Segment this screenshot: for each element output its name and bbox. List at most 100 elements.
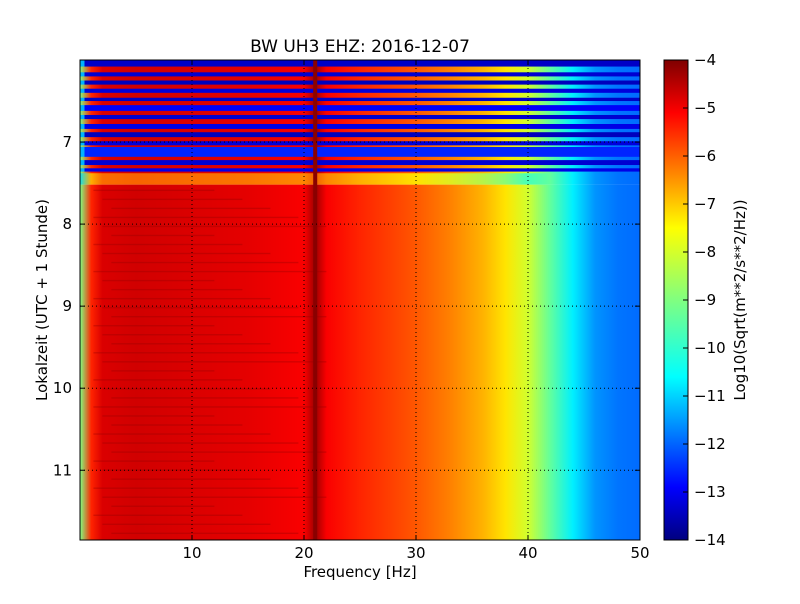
y-axis-ticks: 7 8 9 10 11 <box>53 133 640 479</box>
heatmap-gap-band <box>84 141 640 146</box>
colorbar-tick-label: −12 <box>694 435 726 453</box>
colorbar-tick-label: −10 <box>694 339 726 357</box>
colorbar-tick-label: −8 <box>694 243 716 261</box>
colorbar-ticks: −4 −5 −6 −7 −8 −9 −10 −11 −12 −13 −14 <box>683 51 726 549</box>
heatmap-gap-band <box>84 97 640 102</box>
x-tick-label: 50 <box>630 544 649 562</box>
y-axis-label: Lokalzeit (UTC + 1 Stunde) <box>33 199 51 401</box>
heatmap-texture-line <box>111 261 299 264</box>
plot-frame <box>79 59 641 541</box>
y-tick-label: 7 <box>62 133 72 151</box>
colorbar-tick-label: −11 <box>694 387 726 405</box>
heatmap-texture-line <box>93 487 299 489</box>
heatmap-texture-line <box>93 270 327 273</box>
heatmap-texture-line <box>102 225 327 228</box>
colorbar-tick-label: −14 <box>694 531 726 549</box>
heatmap-texture-line <box>111 370 215 372</box>
colorbar-tick-label: −4 <box>694 51 716 69</box>
heatmap-texture-line <box>102 415 215 417</box>
chart-title: BW UH3 EHZ: 2016-12-07 <box>250 37 470 57</box>
heatmap-gap-band <box>84 168 640 172</box>
heatmap-texture-line <box>93 297 271 300</box>
y-tick-label: 11 <box>53 461 72 479</box>
heatmap-gap-band <box>84 60 640 67</box>
x-tick-label: 40 <box>518 544 537 562</box>
y-tick-label: 9 <box>62 297 72 315</box>
heatmap-texture-line <box>102 442 299 444</box>
heatmap-texture-line <box>111 478 271 480</box>
x-axis-ticks: 10 20 30 40 50 <box>182 60 650 562</box>
colorbar: −4 −5 −6 −7 −8 −9 −10 −11 −12 −13 −14 Log10(Sqrt(m… <box>663 51 749 549</box>
heatmap-gap-edge <box>80 114 85 120</box>
heatmap-texture-line <box>111 288 243 291</box>
heatmap-transition-band <box>80 173 640 185</box>
heatmap-gap-edge <box>80 60 85 67</box>
heatmap-gap-edge <box>80 72 85 77</box>
heatmap-texture-line <box>93 514 243 516</box>
heatmap-gap-band <box>84 88 640 93</box>
heatmap-gap-edge <box>80 124 85 129</box>
colorbar-tick-label: −6 <box>694 147 716 165</box>
colorbar-label: Log10(Sqrt(m**2/s**2/Hz)) <box>731 199 749 400</box>
heatmap-gap-edge <box>80 97 85 102</box>
heatmap-gap-band <box>84 72 640 77</box>
heatmap-lower-region <box>80 184 640 540</box>
y-tick-label: 10 <box>53 379 72 397</box>
heatmap-gap-edge <box>80 141 85 146</box>
heatmap-gap-band <box>84 124 640 129</box>
heatmap-texture-line <box>93 379 243 381</box>
heatmap-texture-line <box>93 352 299 354</box>
heatmap-texture-line <box>93 325 215 327</box>
heatmap-texture-line <box>93 216 299 219</box>
heatmap-texture-line <box>93 460 215 462</box>
heatmap-gap-edge <box>80 132 85 138</box>
heatmap-gap-band <box>84 105 640 111</box>
heatmap-gap-edge <box>80 80 85 85</box>
heatmap-gap-edge <box>80 160 85 166</box>
heatmap-texture-line <box>111 424 243 426</box>
spectrogram-heatmap <box>80 60 640 540</box>
heatmap-gap-edge <box>80 105 85 111</box>
colorbar-tick-label: −9 <box>694 291 716 309</box>
x-tick-label: 10 <box>182 544 201 562</box>
heatmap-gap-band <box>84 114 640 120</box>
heatmap-texture-line <box>102 279 215 282</box>
heatmap-gap-band <box>84 132 640 138</box>
x-tick-label: 30 <box>406 544 425 562</box>
heatmap-gap-band <box>84 160 640 166</box>
heatmap-texture-line <box>111 397 299 399</box>
heatmap-texture-line <box>102 198 243 201</box>
heatmap-texture-line <box>93 406 327 408</box>
heatmap-texture-line <box>102 388 271 390</box>
heatmap-texture-line <box>102 496 327 498</box>
peak-line <box>313 60 318 540</box>
plot-area: 10 20 30 40 50 7 8 9 10 11 <box>53 59 650 562</box>
grid-lines <box>80 60 640 540</box>
heatmap-texture-line <box>93 433 271 435</box>
heatmap-texture-line <box>111 316 327 318</box>
heatmap-gap-edge <box>80 168 85 172</box>
heatmap-texture-line <box>111 234 215 237</box>
heatmap-texture-line <box>102 306 299 309</box>
heatmap-gap-edge <box>80 88 85 93</box>
heatmap-texture-line <box>93 189 215 192</box>
heatmap-texture-line <box>111 505 215 507</box>
y-tick-label: 8 <box>62 215 72 233</box>
heatmap-gap-band <box>84 146 640 157</box>
heatmap-texture-line <box>102 361 327 363</box>
colorbar-tick-label: −13 <box>694 483 726 501</box>
colorbar-tick-label: −7 <box>694 195 716 213</box>
heatmap-upper-region <box>80 60 640 185</box>
heatmap-gap-band <box>84 80 640 85</box>
heatmap-gap-edge <box>80 146 85 157</box>
heatmap-texture-line <box>93 243 243 246</box>
heatmap-texture-line <box>102 523 271 525</box>
heatmap-texture-line <box>111 343 271 345</box>
heatmap-texture-line <box>111 451 327 453</box>
colorbar-tick-label: −5 <box>694 99 716 117</box>
heatmap-texture-line <box>102 334 243 336</box>
x-axis-label: Frequency [Hz] <box>303 563 416 581</box>
heatmap-texture-line <box>111 532 299 535</box>
